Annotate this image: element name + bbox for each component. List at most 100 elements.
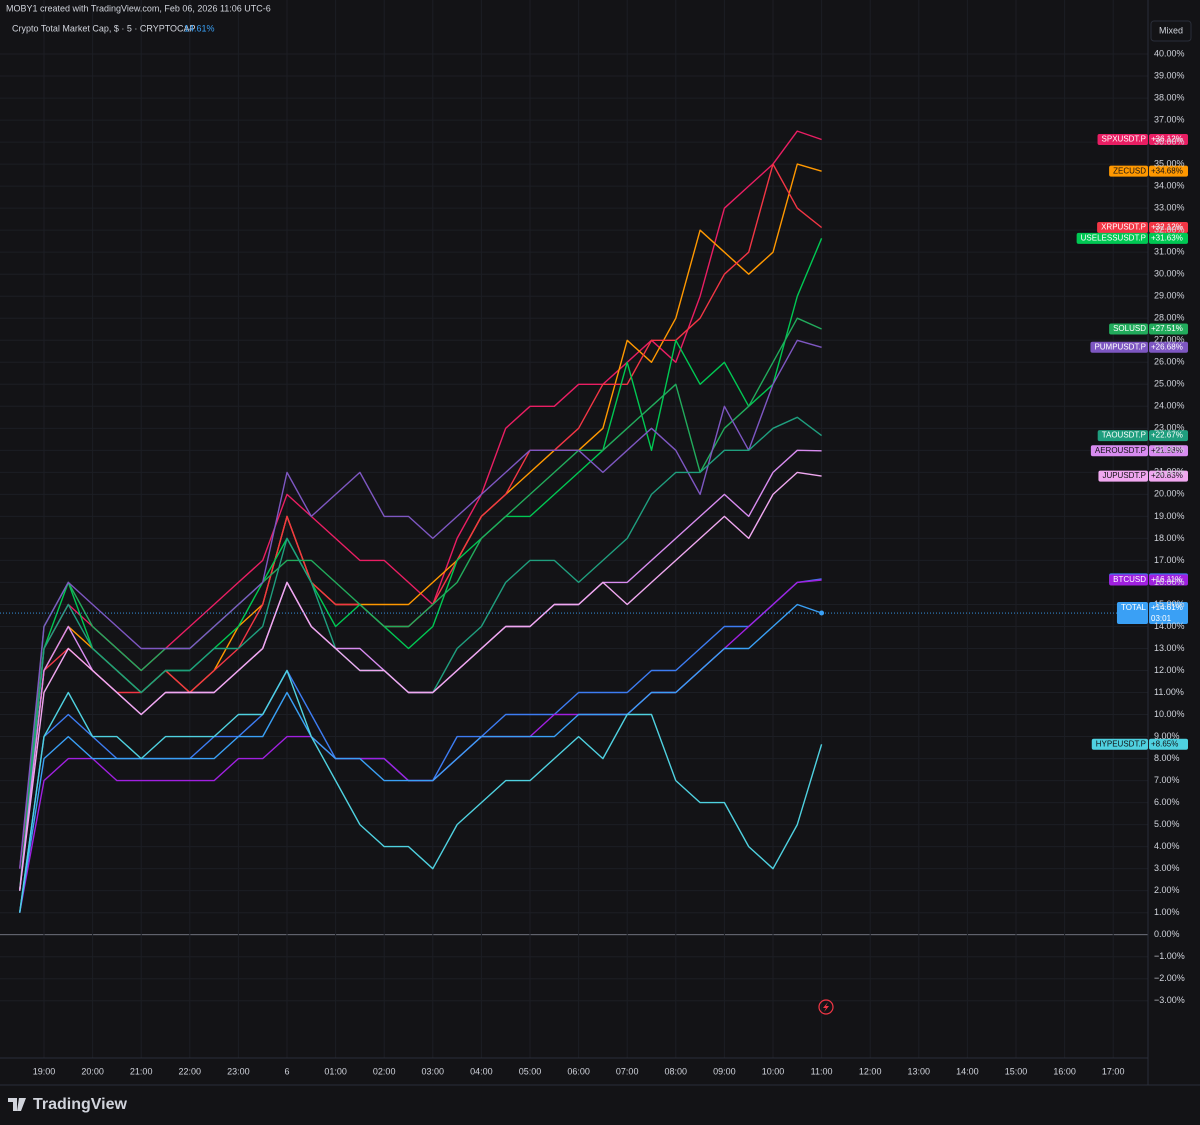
badge-name-bg bbox=[1109, 574, 1148, 586]
y-tick-label: 13.00% bbox=[1154, 643, 1185, 653]
legend-title: Crypto Total Market Cap, $ · 5 · CRYPTOC… bbox=[12, 23, 196, 33]
badge-value: +20.83% bbox=[1151, 471, 1183, 480]
brand-name[interactable]: TradingView bbox=[33, 1096, 128, 1113]
badge-name-bg bbox=[1098, 470, 1148, 482]
y-tick-label: 32.00% bbox=[1154, 225, 1185, 235]
y-tick-label: 22.00% bbox=[1154, 445, 1185, 455]
y-tick-label: 37.00% bbox=[1154, 114, 1185, 124]
y-tick-label: 38.00% bbox=[1154, 92, 1185, 102]
y-tick-label: 9.00% bbox=[1154, 731, 1180, 741]
x-tick-label: 19:00 bbox=[33, 1066, 56, 1076]
lines bbox=[0, 130, 1148, 913]
badge-name: TOTAL bbox=[1121, 603, 1147, 612]
badge-name: XRPUSDT.P bbox=[1101, 223, 1146, 232]
badge-value: +14.61% bbox=[1151, 603, 1183, 612]
y-tick-label: 29.00% bbox=[1154, 291, 1185, 301]
badge-name-bg bbox=[1097, 430, 1148, 442]
legend-value: 14.61% bbox=[184, 23, 215, 33]
countdown: 03:01 bbox=[1151, 614, 1172, 623]
badge-value-bg bbox=[1149, 222, 1188, 234]
series-line bbox=[19, 317, 822, 891]
badge-name: AEROUSDT.P bbox=[1095, 446, 1146, 455]
badge-name-bg bbox=[1091, 738, 1148, 750]
x-tick-label: 17:00 bbox=[1102, 1066, 1125, 1076]
badge-value-bg bbox=[1149, 602, 1188, 625]
badge-name: SOLUSD bbox=[1113, 324, 1146, 333]
badge-value: +22.67% bbox=[1151, 431, 1183, 440]
y-tick-label: 6.00% bbox=[1154, 797, 1180, 807]
x-tick-label: 23:00 bbox=[227, 1066, 250, 1076]
y-tick-label: 30.00% bbox=[1154, 269, 1185, 279]
x-tick-label: 6 bbox=[284, 1066, 289, 1076]
badge-name-bg bbox=[1076, 232, 1148, 244]
badge-name: HYPEUSDT.P bbox=[1096, 739, 1146, 748]
y-tick-label: 4.00% bbox=[1154, 841, 1180, 851]
badge-name: PUMPUSDT.P bbox=[1094, 342, 1146, 351]
x-tick-label: 22:00 bbox=[179, 1066, 202, 1076]
y-tick-label: 24.00% bbox=[1154, 401, 1185, 411]
badge-name-bg bbox=[1109, 323, 1148, 335]
y-tick-label: 7.00% bbox=[1154, 775, 1180, 785]
badge-value-bg bbox=[1149, 133, 1188, 145]
y-tick-label: −2.00% bbox=[1154, 973, 1185, 983]
badge-name: USELESSUSDT.P bbox=[1081, 233, 1146, 242]
brand-logo[interactable] bbox=[8, 1098, 26, 1111]
badge-name-bg bbox=[1097, 222, 1148, 234]
badges: SPXUSDT.P +36.12% ZECUSD +34.68% XRPUSDT.P +3… bbox=[1076, 133, 1188, 750]
series-line bbox=[19, 603, 822, 913]
x-tick-label: 10:00 bbox=[762, 1066, 785, 1076]
badge-value: +21.98% bbox=[1151, 446, 1183, 455]
badge-name-bg bbox=[1090, 341, 1148, 353]
y-tick-label: 5.00% bbox=[1154, 819, 1180, 829]
badge-value-bg bbox=[1149, 738, 1188, 750]
last-point bbox=[819, 610, 825, 616]
badge-name-bg bbox=[1116, 602, 1148, 625]
y-tick-label: 39.00% bbox=[1154, 70, 1185, 80]
badge-value-bg bbox=[1149, 323, 1188, 335]
y-tick-label: 28.00% bbox=[1154, 313, 1185, 323]
badge-value: +26.68% bbox=[1151, 342, 1183, 351]
y-tick-label: 11.00% bbox=[1154, 687, 1184, 697]
lightning-icon[interactable] bbox=[818, 999, 834, 1015]
y-tick-label: 16.00% bbox=[1154, 577, 1185, 587]
x-tick-label: 15:00 bbox=[1005, 1066, 1028, 1076]
badge-value: +27.51% bbox=[1151, 324, 1183, 333]
y-tick-label: 2.00% bbox=[1154, 885, 1180, 895]
badge-name: TAOUSDT.P bbox=[1102, 431, 1146, 440]
x-tick-label: 02:00 bbox=[373, 1066, 396, 1076]
badge-value-bg bbox=[1149, 165, 1188, 177]
x-tick-label: 08:00 bbox=[665, 1066, 688, 1076]
x-tick-label: 11:00 bbox=[811, 1066, 833, 1076]
badge-value-bg bbox=[1149, 470, 1188, 482]
x-tick-label: 06:00 bbox=[567, 1066, 590, 1076]
scale-mode-label[interactable]: Mixed bbox=[1159, 25, 1183, 35]
y-tick-label: 1.00% bbox=[1154, 907, 1180, 917]
scale-mode-button[interactable] bbox=[1150, 20, 1192, 42]
badge-name: JUPUSDT.P bbox=[1102, 471, 1146, 480]
y-tick-label: 3.00% bbox=[1154, 863, 1180, 873]
y-tick-label: 20.00% bbox=[1154, 489, 1185, 499]
y-tick-label: 33.00% bbox=[1154, 203, 1185, 213]
y-tick-label: 31.00% bbox=[1154, 247, 1185, 257]
badge-value-bg bbox=[1149, 341, 1188, 353]
y-tick-label: 27.00% bbox=[1154, 335, 1185, 345]
y-tick-label: 15.00% bbox=[1154, 599, 1185, 609]
badge-value: +32.12% bbox=[1151, 223, 1183, 232]
badge-value-bg bbox=[1149, 232, 1188, 244]
header: MOBY1 created with TradingView.com, Feb … bbox=[6, 3, 271, 13]
badge-value: +34.68% bbox=[1151, 166, 1183, 175]
y-tick-label: 34.00% bbox=[1154, 181, 1185, 191]
x-tick-label: 05:00 bbox=[519, 1066, 542, 1076]
y-tick-label: 40.00% bbox=[1154, 48, 1185, 58]
badge-name-bg bbox=[1097, 133, 1148, 145]
y-tick-label: 8.00% bbox=[1154, 753, 1180, 763]
y-tick-label: 25.00% bbox=[1154, 379, 1185, 389]
series-line bbox=[19, 471, 822, 891]
x-tick-label: 20:00 bbox=[81, 1066, 104, 1076]
y-tick-label: 10.00% bbox=[1154, 709, 1185, 719]
badge-value-bg bbox=[1149, 430, 1188, 442]
y-tick-label: −1.00% bbox=[1154, 951, 1185, 961]
y-tick-label: 12.00% bbox=[1154, 665, 1185, 675]
x-tick-label: 13:00 bbox=[908, 1066, 931, 1076]
